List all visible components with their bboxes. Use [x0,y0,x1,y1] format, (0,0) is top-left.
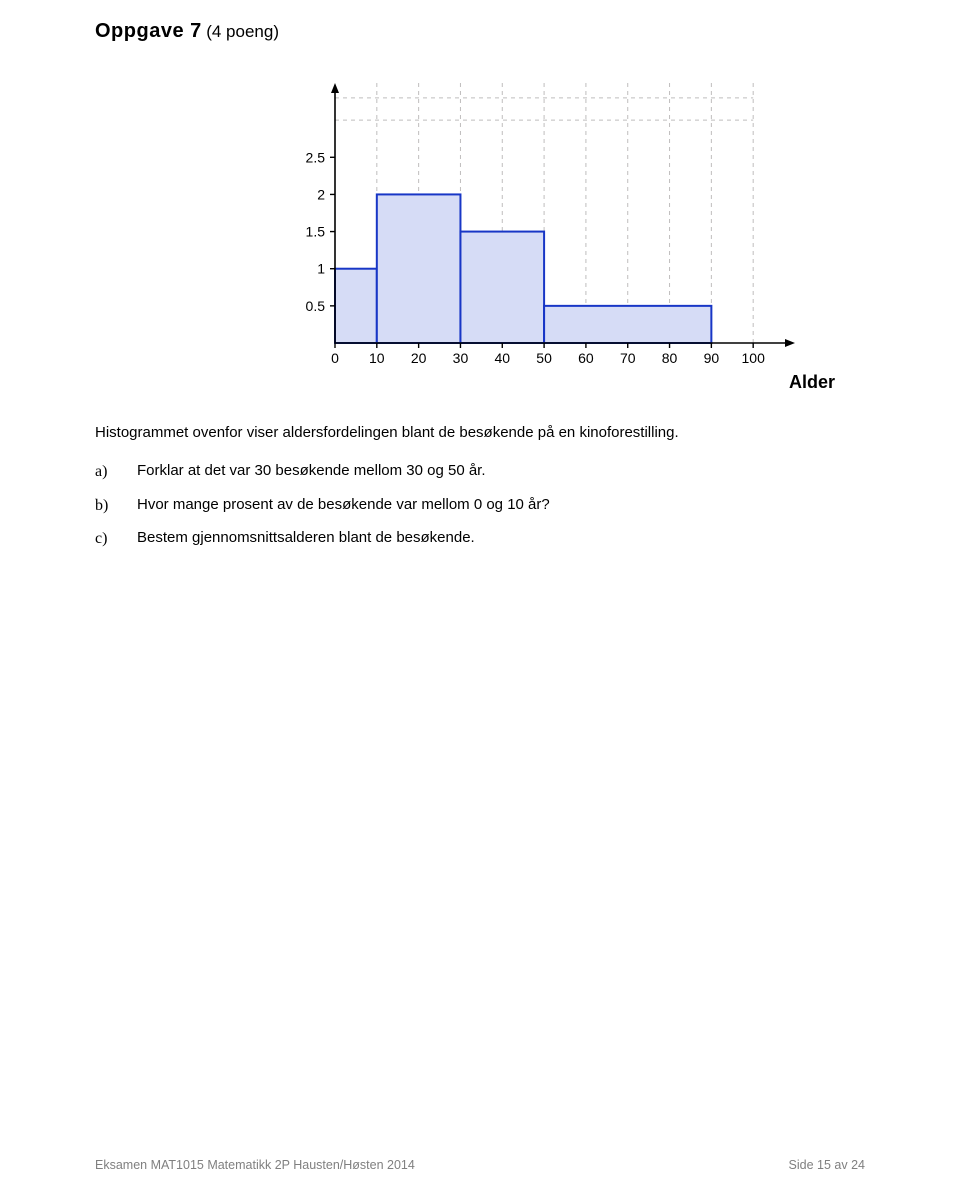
question-a-text: Forklar at det var 30 besøkende mellom 3… [137,461,865,483]
task-title-points: (4 poeng) [206,22,279,41]
footer-left: Eksamen MAT1015 Matematikk 2P Hausten/Hø… [95,1158,415,1172]
svg-text:50: 50 [536,350,552,366]
svg-text:100: 100 [742,350,766,366]
task-title: Oppgave 7 (4 poeng) [95,20,865,43]
question-a: a) Forklar at det var 30 besøkende mello… [95,461,865,483]
histogram-chart: Frekvens Klassebredde 0.511.522.50102030… [155,63,835,393]
question-b: b) Hvor mange prosent av de besøkende va… [95,495,865,517]
svg-text:0.5: 0.5 [306,298,326,314]
svg-text:40: 40 [494,350,510,366]
question-b-label: b) [95,495,137,517]
intro-text: Histogrammet ovenfor viser aldersfordeli… [95,423,865,443]
footer-right: Side 15 av 24 [789,1158,865,1172]
svg-text:1.5: 1.5 [306,224,326,240]
question-c-text: Bestem gjennomsnittsalderen blant de bes… [137,528,865,550]
question-c: c) Bestem gjennomsnittsalderen blant de … [95,528,865,550]
svg-text:90: 90 [704,350,720,366]
svg-text:80: 80 [662,350,678,366]
svg-text:2: 2 [317,186,325,202]
svg-text:2.5: 2.5 [306,149,326,165]
svg-text:70: 70 [620,350,636,366]
svg-text:0: 0 [331,350,339,366]
svg-text:10: 10 [369,350,385,366]
question-a-label: a) [95,461,137,483]
question-b-text: Hvor mange prosent av de besøkende var m… [137,495,865,517]
task-title-text: Oppgave 7 [95,20,202,42]
svg-text:60: 60 [578,350,594,366]
svg-text:1: 1 [317,261,325,277]
x-axis-label: Alder [789,372,835,393]
question-c-label: c) [95,528,137,550]
svg-text:30: 30 [453,350,469,366]
svg-text:20: 20 [411,350,427,366]
question-list: a) Forklar at det var 30 besøkende mello… [95,461,865,550]
histogram-svg: 0.5 1 1.5 2 2.5 0 10 20 30 40 50 60 70 80 90 100 [155,63,835,393]
page-footer: Eksamen MAT1015 Matematikk 2P Hausten/Hø… [95,1158,865,1172]
